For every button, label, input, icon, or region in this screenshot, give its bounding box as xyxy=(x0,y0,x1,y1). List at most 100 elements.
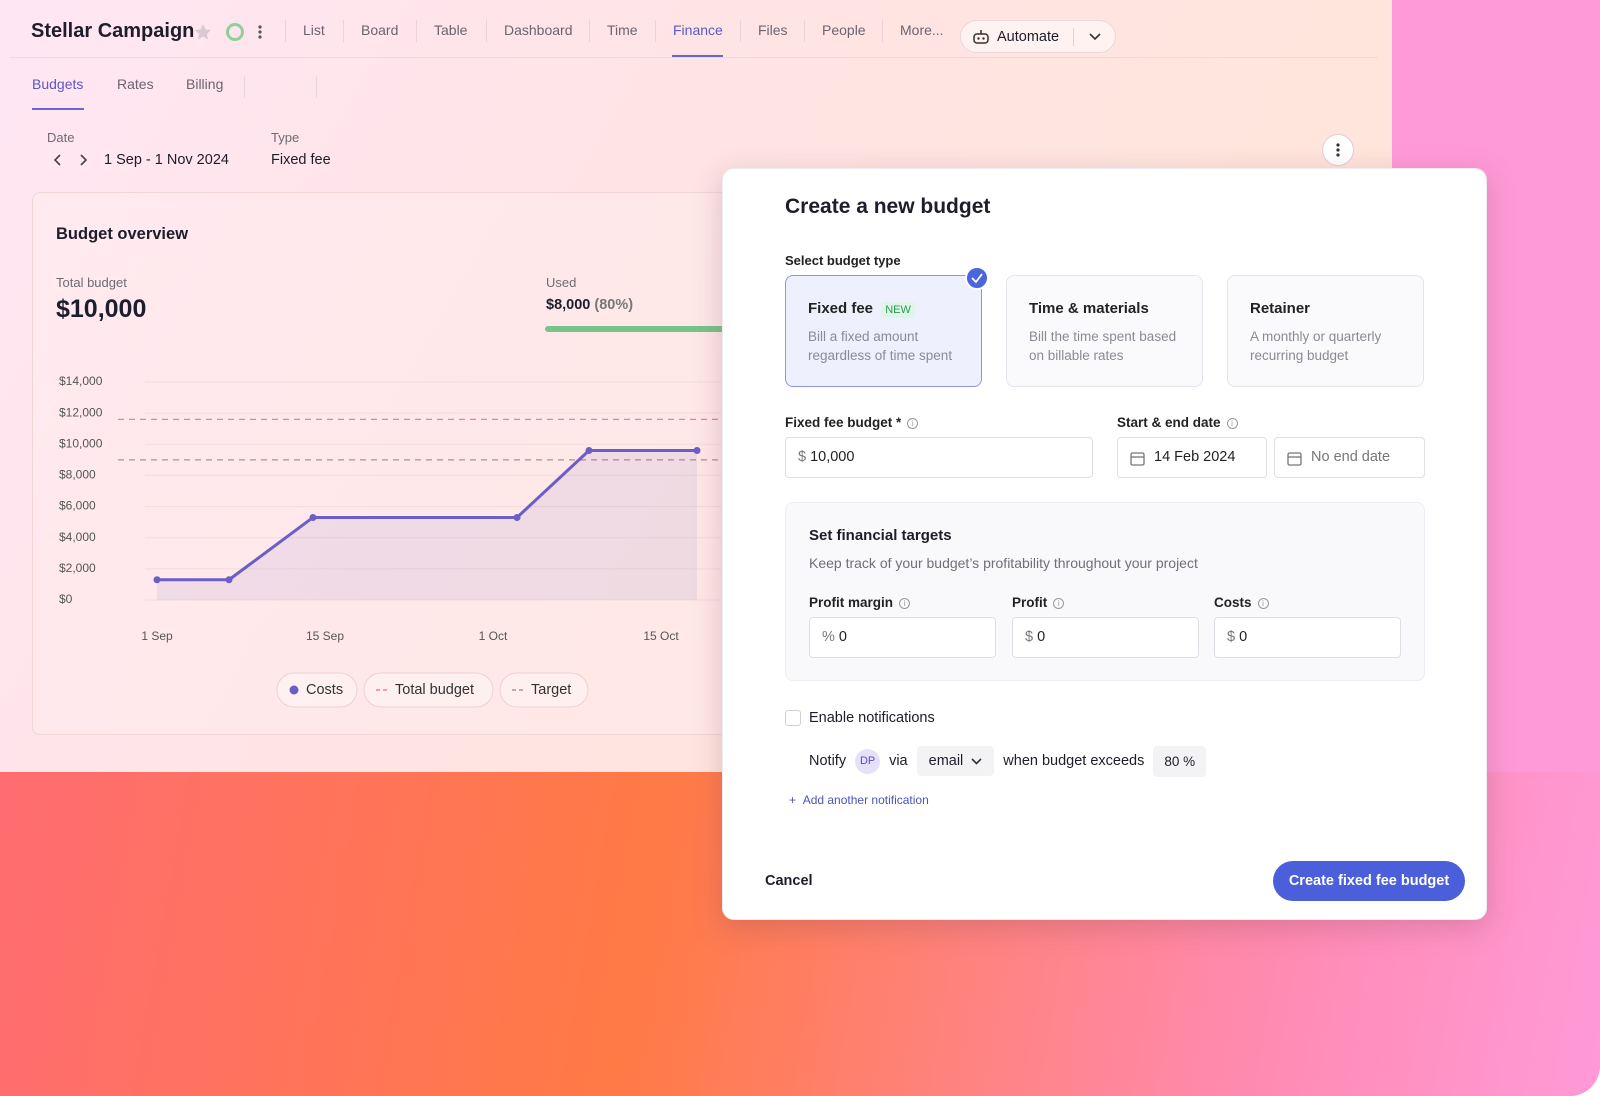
y-tick-label: $0 xyxy=(59,592,73,606)
option-desc: A monthly or quarterly recurring budget xyxy=(1250,329,1382,363)
notify-text: when budget exceeds xyxy=(1003,753,1145,769)
y-tick-label: $12,000 xyxy=(59,405,103,419)
card-title: Budget overview xyxy=(56,225,189,243)
prefix: $ xyxy=(1025,629,1034,645)
x-tick-label: 15 Sep xyxy=(306,629,344,643)
point xyxy=(309,513,317,521)
legend-item[interactable] xyxy=(363,672,494,708)
project-title: Stellar Campaign xyxy=(31,20,195,42)
legend-item[interactable] xyxy=(276,672,358,708)
checkbox[interactable] xyxy=(785,710,801,726)
add-notification[interactable]: + Add another notification xyxy=(789,793,929,807)
stat-label: Total budget xyxy=(56,275,127,290)
checkbox-label: Enable notifications xyxy=(809,710,935,726)
input-value: 0 xyxy=(1239,629,1248,645)
more-button[interactable] xyxy=(1322,134,1354,166)
nav-tab[interactable]: Board xyxy=(361,22,399,38)
field-label: Start & end date i xyxy=(1117,415,1238,430)
submit-button[interactable]: Create fixed fee budget xyxy=(1273,861,1465,901)
prefix: % xyxy=(822,629,835,645)
nav-tab[interactable]: More... xyxy=(900,22,944,38)
input-value: 0 xyxy=(838,629,847,645)
input-value: 0 xyxy=(1037,629,1046,645)
filter-label: Type xyxy=(271,130,300,145)
automate-button[interactable]: Automate xyxy=(960,20,1116,53)
nav-tab[interactable]: People xyxy=(822,22,866,38)
target-input[interactable]: $0 xyxy=(1012,617,1199,658)
chart: $0 $2,000 $4,000 $6,000 $8,000 $10,000 $12,000… xyxy=(59,374,721,708)
prefix: $ xyxy=(798,449,807,465)
check-icon xyxy=(965,266,989,290)
legend-label: Target xyxy=(531,682,571,698)
option-title: Retainer xyxy=(1250,300,1311,317)
nav-tab[interactable]: Dashboard xyxy=(504,22,573,38)
start-date-input[interactable]: 14 Feb 2024 xyxy=(1117,437,1267,478)
point xyxy=(693,447,701,455)
used-bar xyxy=(545,326,725,332)
stat-label: Used xyxy=(546,275,577,290)
option-card[interactable]: Retainer A monthly or quarterly recurrin… xyxy=(1227,275,1424,387)
nav-tab[interactable]: Files xyxy=(758,22,788,38)
notify-text: via xyxy=(889,753,908,769)
x-tick-label: 15 Oct xyxy=(643,629,679,643)
channel-select[interactable]: email xyxy=(916,746,995,776)
used-value: $8,000 xyxy=(546,297,591,313)
cancel-button[interactable]: Cancel xyxy=(765,873,813,889)
filter-value[interactable]: Fixed fee xyxy=(271,152,331,168)
field-label: Profit i xyxy=(1012,595,1065,610)
prefix: $ xyxy=(1227,629,1236,645)
point xyxy=(153,576,161,584)
y-tick-label: $14,000 xyxy=(59,374,103,388)
line xyxy=(157,449,697,582)
subtab-active[interactable]: Budgets xyxy=(32,76,84,92)
subtab[interactable]: Billing xyxy=(186,76,224,92)
end-date-input[interactable]: No end date xyxy=(1274,437,1425,478)
input-value: 10,000 xyxy=(810,449,855,465)
label-text: Costs xyxy=(1214,595,1252,610)
nav-tab-active[interactable]: Finance xyxy=(673,22,723,38)
x-tick-label: 1 Oct xyxy=(479,629,508,643)
point xyxy=(225,576,233,584)
target-input[interactable]: % 0 xyxy=(809,617,996,658)
y-tick-label: $8,000 xyxy=(59,468,96,482)
notify-row: Notify DP via email when budget exceeds … xyxy=(809,745,1207,777)
option-desc: Bill a fixed amount regardless of time s… xyxy=(808,329,953,363)
modal-title: Create a new budget xyxy=(785,195,991,218)
legend-item[interactable] xyxy=(499,672,589,708)
option-card-selected[interactable]: Fixed fee NEW Bill a fixed amount regard… xyxy=(785,275,982,387)
nav-tab[interactable]: Time xyxy=(607,22,638,38)
label-text: Profit xyxy=(1012,595,1048,610)
label-text: Fixed fee budget * xyxy=(785,415,902,430)
y-tick-label: $4,000 xyxy=(59,530,96,544)
filter-value[interactable]: 1 Sep - 1 Nov 2024 xyxy=(104,152,229,168)
overview-card xyxy=(32,192,752,735)
notify-text: Notify xyxy=(809,753,847,769)
budget-input[interactable]: $10,000 xyxy=(785,437,1093,478)
stat-value: $8,000 (80%) xyxy=(546,297,633,313)
select-value: email xyxy=(928,753,964,769)
option-card[interactable]: Time & materials Bill the time spent bas… xyxy=(1006,275,1203,387)
target-input[interactable]: $0 xyxy=(1214,617,1401,658)
avatar: DP xyxy=(855,748,881,774)
legend-label: Costs xyxy=(306,682,343,698)
field-label: Costs i xyxy=(1214,595,1269,610)
title-icons xyxy=(195,23,262,41)
option-title: Time & materials xyxy=(1029,300,1149,317)
link-text: Add another notification xyxy=(802,793,929,807)
automate-label: Automate xyxy=(997,29,1060,45)
date-arrows[interactable] xyxy=(53,154,93,166)
panel-desc: Keep track of your budget’s profitabilit… xyxy=(809,555,1198,571)
input-placeholder: No end date xyxy=(1311,449,1391,465)
threshold-input[interactable]: 80 % xyxy=(1153,745,1207,777)
point xyxy=(585,447,593,455)
option-title: Fixed fee xyxy=(808,300,874,317)
nav-tab[interactable]: List xyxy=(303,22,325,38)
filter-label: Date xyxy=(47,130,75,145)
nav-tab[interactable]: Table xyxy=(434,22,468,38)
used-percent: (80%) xyxy=(594,297,634,313)
targets-panel: Set financial targets Keep track of your… xyxy=(785,502,1425,681)
modal: Create a new budget Select budget type F… xyxy=(722,168,1487,920)
subtab[interactable]: Rates xyxy=(117,76,154,92)
area xyxy=(157,450,697,600)
